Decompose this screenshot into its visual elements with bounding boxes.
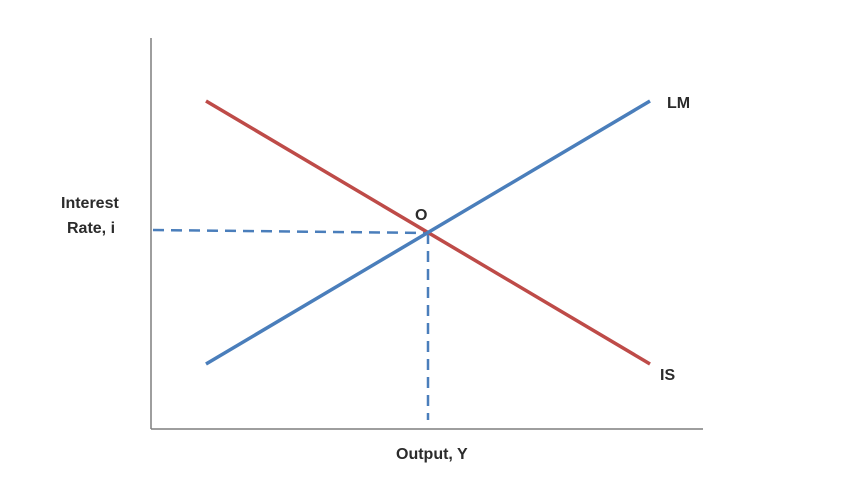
x-axis-label: Output, Y [396,446,468,463]
y-axis-label-line1: Interest [61,195,119,212]
equilibrium-label: O [415,207,427,224]
lm-curve [205,99,651,366]
interest-rate-guide-line [152,228,429,235]
is-label: IS [660,367,675,384]
lm-label: LM [667,95,690,112]
y-axis-label-line2: Rate, i [67,220,115,237]
